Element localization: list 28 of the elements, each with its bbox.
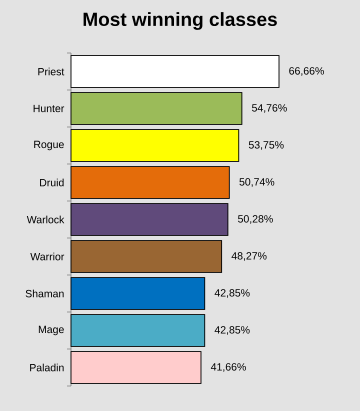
y-tick-label: Rogue xyxy=(34,140,64,150)
data-label: 42,85% xyxy=(214,289,250,298)
bar xyxy=(70,314,206,347)
data-label: 53,75% xyxy=(248,141,284,150)
y-tick-label: Hunter xyxy=(34,104,64,112)
bar xyxy=(70,240,222,273)
y-tick-label: Shaman xyxy=(26,290,64,298)
bar xyxy=(70,92,242,125)
data-label: 41,66% xyxy=(210,363,246,372)
y-tick-label: Paladin xyxy=(30,364,64,372)
y-tick-label: Priest xyxy=(38,68,64,76)
y-tick-label: Druid xyxy=(40,178,64,186)
data-label: 54,76% xyxy=(252,104,287,113)
data-label: 48,27% xyxy=(232,252,267,261)
data-label: 66,66% xyxy=(289,67,324,76)
bar xyxy=(70,166,230,199)
bar xyxy=(70,277,206,310)
data-label: 50,28% xyxy=(238,215,273,224)
data-label: 50,74% xyxy=(239,178,274,187)
y-tick-label: Warlock xyxy=(26,216,64,224)
bar xyxy=(70,129,240,162)
data-label: 42,85% xyxy=(214,326,250,335)
chart-title: Most winning classes xyxy=(84,12,277,30)
y-tick-label: Mage xyxy=(38,326,64,336)
bar xyxy=(70,55,280,88)
bar xyxy=(70,203,228,236)
y-tick-label: Warrior xyxy=(30,252,64,260)
bar xyxy=(70,351,202,384)
